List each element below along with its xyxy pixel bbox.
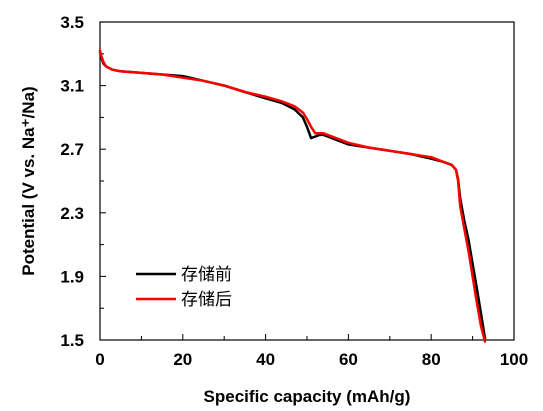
plot-area-frame — [99, 21, 515, 341]
axis-ticks — [99, 21, 515, 341]
y-tick-label: 3.5 — [60, 13, 84, 32]
y-axis-title: Potential (V vs. Na⁺/Na) — [19, 86, 38, 275]
series-line-1 — [98, 49, 487, 343]
x-tick-label: 60 — [339, 350, 358, 369]
x-axis-title: Specific capacity (mAh/g) — [204, 387, 411, 406]
series-line-0 — [98, 50, 487, 340]
legend: 存储前 存储后 — [136, 265, 232, 310]
legend-label-before: 存储前 — [181, 265, 232, 285]
y-tick-labels: 1.5 1.9 2.3 2.7 3.1 3.5 — [60, 13, 84, 350]
y-tick-label: 2.7 — [60, 140, 84, 159]
x-tick-labels: 0 20 40 60 80 100 — [95, 350, 528, 369]
y-tick-label: 1.9 — [60, 267, 84, 286]
y-tick-label: 2.3 — [60, 204, 84, 223]
x-tick-label: 100 — [500, 350, 528, 369]
y-tick-label: 3.1 — [60, 77, 84, 96]
x-tick-label: 80 — [422, 350, 441, 369]
x-tick-label: 20 — [173, 350, 192, 369]
series-group — [98, 49, 487, 343]
x-tick-label: 40 — [256, 350, 275, 369]
x-tick-label: 0 — [95, 350, 104, 369]
y-tick-label: 1.5 — [60, 331, 84, 350]
legend-label-after: 存储后 — [181, 290, 232, 310]
